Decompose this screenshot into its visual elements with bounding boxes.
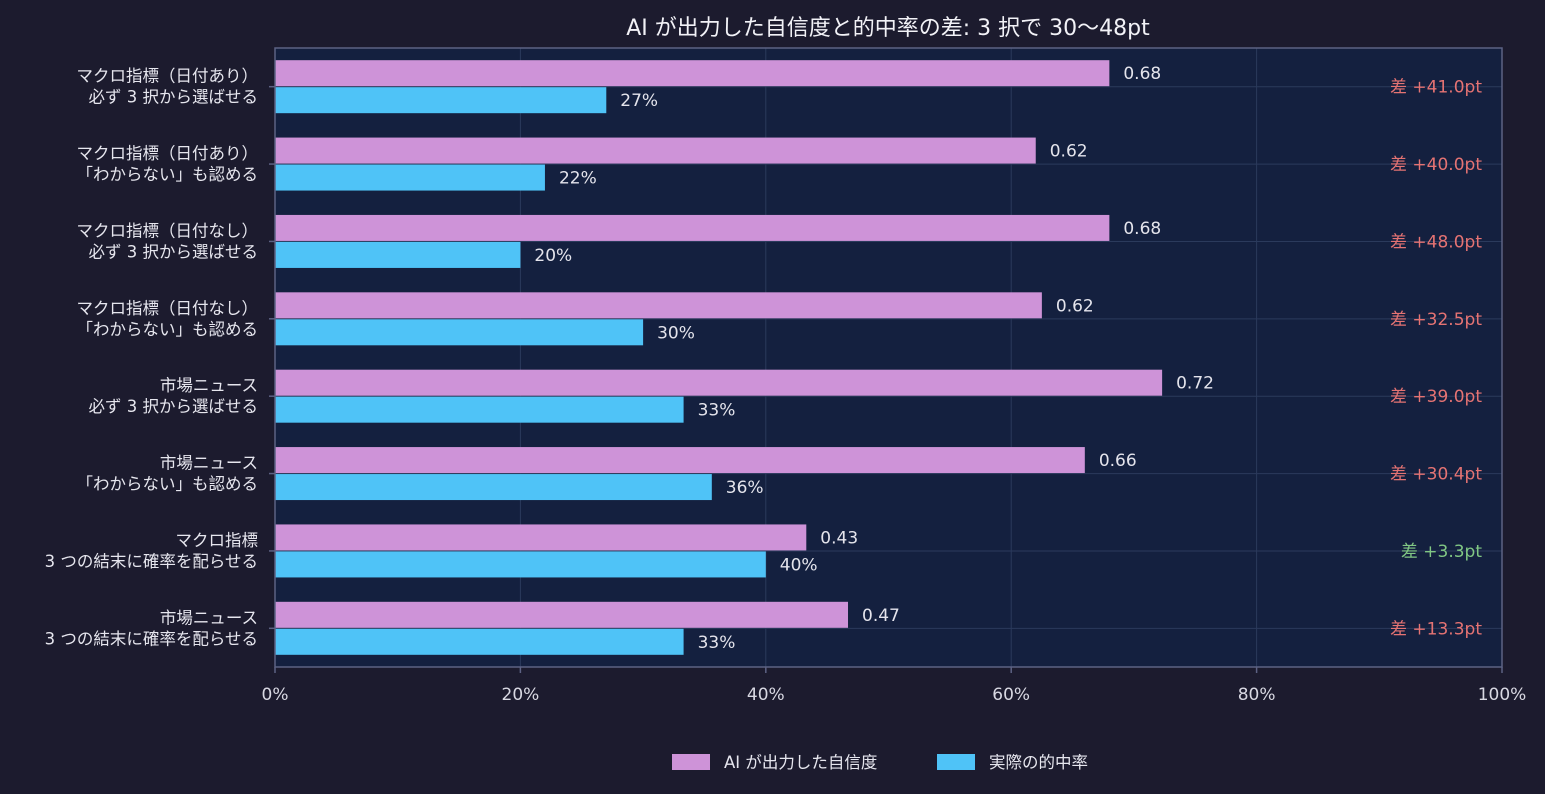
bar-accuracy	[275, 241, 521, 268]
value-label-accuracy: 27%	[620, 91, 658, 111]
category-label-line: 3 つの結末に確率を配らせる	[45, 629, 258, 648]
category-label: マクロ指標（日付あり） 「わからない」も認める	[77, 144, 259, 184]
category-label-line: マクロ指標	[176, 531, 259, 550]
value-label-confidence: 0.62	[1050, 142, 1088, 162]
legend-label: 実際の的中率	[989, 753, 1088, 772]
gap-label: 差 +30.4pt	[1390, 465, 1482, 485]
value-label-accuracy: 30%	[657, 323, 695, 343]
bar-confidence	[275, 137, 1036, 164]
category-label-line: 市場ニュース	[160, 454, 258, 473]
legend: AI が出力した自信度 実際の的中率	[672, 753, 1088, 772]
value-label-confidence: 0.68	[1123, 219, 1161, 239]
value-label-accuracy: 36%	[726, 478, 764, 498]
category-label: 市場ニュース 3 つの結末に確率を配らせる	[45, 608, 258, 648]
value-label-confidence: 0.62	[1056, 296, 1094, 316]
category-label-line: 市場ニュース	[160, 376, 258, 395]
value-label-confidence: 0.66	[1099, 451, 1137, 471]
value-label-confidence: 0.43	[820, 528, 858, 548]
chart-title: AI が出力した自信度と的中率の差: 3 択で 30〜48pt	[626, 16, 1150, 41]
x-tick-label: 40%	[747, 685, 785, 705]
category-label-line: マクロ指標（日付なし）	[77, 221, 259, 240]
gap-label: 差 +40.0pt	[1390, 155, 1482, 175]
category-label: 市場ニュース「わからない」も認める	[77, 454, 259, 494]
category-label: 市場ニュース必ず 3 択から選ばせる	[89, 376, 259, 416]
x-tick-label: 80%	[1238, 685, 1276, 705]
labels: 0.68 27% 差 +41.0pt 0.62 22% 差 +40.0pt 0.68 20% 差…	[534, 64, 1482, 653]
bar-accuracy	[275, 164, 545, 191]
gap-label: 差 +41.0pt	[1390, 78, 1482, 98]
bar-accuracy	[275, 319, 644, 346]
category-label: マクロ指標（日付なし） 必ず 3 択から選ばせる	[77, 221, 259, 261]
legend-swatch	[672, 754, 710, 770]
bar-confidence	[275, 292, 1042, 319]
gap-label: 差 +13.3pt	[1390, 619, 1482, 639]
value-label-accuracy: 22%	[559, 169, 597, 189]
value-label-accuracy: 40%	[780, 555, 818, 575]
x-tick-label: 100%	[1478, 685, 1527, 705]
legend-swatch	[937, 754, 975, 770]
bar-accuracy	[275, 87, 607, 114]
value-label-confidence: 0.68	[1123, 64, 1161, 84]
category-label-line: 3 つの結末に確率を配らせる	[45, 552, 258, 571]
category-label-line: マクロ指標（日付あり）	[77, 144, 259, 163]
category-label-line: マクロ指標（日付あり）	[77, 67, 259, 86]
bar-accuracy	[275, 628, 684, 655]
bar-confidence	[275, 447, 1085, 474]
plot-frame	[274, 47, 1503, 668]
value-label-confidence: 0.47	[862, 606, 900, 626]
gap-label: 差 +39.0pt	[1390, 387, 1482, 407]
gap-label: 差 +3.3pt	[1401, 542, 1482, 562]
bars	[275, 60, 1163, 655]
category-label-line: 「わからない」も認める	[77, 475, 259, 494]
x-tick-label: 0%	[262, 685, 289, 705]
bar-confidence	[275, 214, 1110, 241]
gap-label: 差 +32.5pt	[1390, 310, 1482, 330]
category-label: マクロ指標 3 つの結末に確率を配らせる	[45, 531, 258, 571]
bar-accuracy	[275, 551, 766, 578]
bar-confidence	[275, 524, 807, 551]
category-label-line: 「わからない」も認める	[77, 165, 259, 184]
gap-label: 差 +48.0pt	[1390, 232, 1482, 252]
value-label-accuracy: 20%	[534, 246, 572, 266]
bar-confidence	[275, 601, 849, 628]
value-label-accuracy: 33%	[698, 401, 736, 421]
legend-label: AI が出力した自信度	[724, 753, 877, 772]
category-label-line: 必ず 3 択から選ばせる	[89, 242, 259, 261]
category-label: マクロ指標（日付あり） 必ず 3 択から選ばせる	[77, 67, 259, 107]
bar-accuracy	[275, 474, 712, 501]
bar-confidence	[275, 60, 1110, 87]
value-label-accuracy: 33%	[698, 633, 736, 653]
category-label-line: 市場ニュース	[160, 608, 258, 627]
x-tick-label: 60%	[992, 685, 1030, 705]
bar-confidence	[275, 369, 1163, 396]
category-label-line: 必ず 3 択から選ばせる	[89, 88, 259, 107]
category-label-line: 必ず 3 択から選ばせる	[89, 397, 259, 416]
category-label-line: 「わからない」も認める	[77, 320, 259, 339]
x-tick-label: 20%	[502, 685, 540, 705]
category-label: マクロ指標（日付なし） 「わからない」も認める	[77, 299, 259, 339]
bar-accuracy	[275, 396, 684, 423]
category-label-line: マクロ指標（日付なし）	[77, 299, 259, 318]
value-label-confidence: 0.72	[1176, 374, 1214, 394]
axes: 0% 20% 40% 60% 80% 100% マクロ指標（日付あり） 必ず 3 択から選ばせ…	[45, 67, 1527, 705]
